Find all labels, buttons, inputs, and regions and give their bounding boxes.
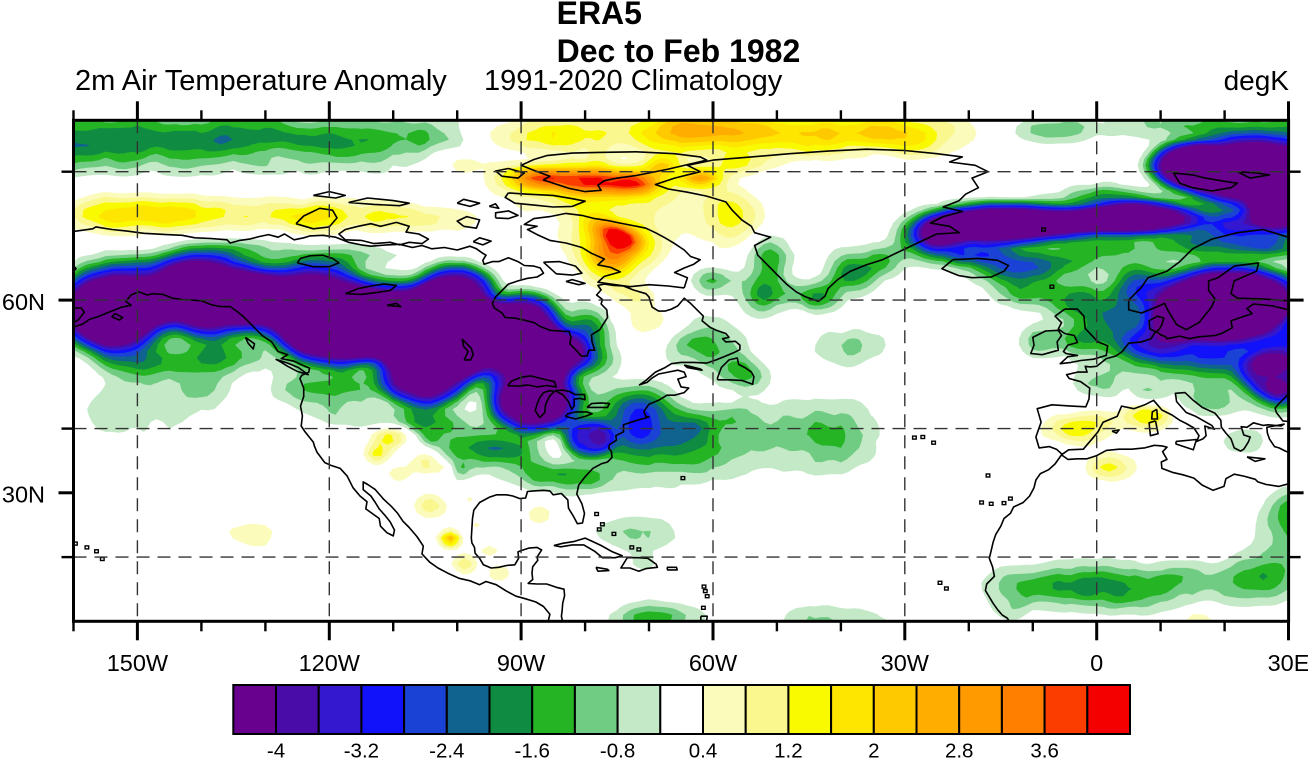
svg-text:degK: degK (1224, 65, 1290, 96)
svg-text:30E: 30E (1268, 650, 1308, 676)
svg-text:Dec to Feb 1982: Dec to Feb 1982 (557, 33, 801, 69)
svg-text:2m Air Temperature Anomaly: 2m Air Temperature Anomaly (75, 65, 447, 97)
svg-text:-0.8: -0.8 (600, 740, 635, 763)
svg-text:-1.6: -1.6 (515, 740, 550, 763)
svg-text:2.8: 2.8 (945, 740, 974, 763)
svg-text:30N: 30N (2, 481, 45, 507)
svg-text:-2.4: -2.4 (429, 740, 464, 763)
svg-text:ERA5: ERA5 (557, 0, 642, 31)
svg-text:2: 2 (868, 740, 879, 763)
svg-text:30W: 30W (881, 650, 930, 676)
svg-text:3.6: 3.6 (1030, 740, 1059, 763)
svg-text:150W: 150W (107, 650, 169, 676)
svg-text:1991-2020 Climatology: 1991-2020 Climatology (484, 65, 783, 97)
svg-text:90W: 90W (497, 650, 546, 676)
svg-text:60N: 60N (2, 289, 45, 315)
svg-text:0.4: 0.4 (689, 740, 718, 763)
svg-text:1.2: 1.2 (774, 740, 803, 763)
svg-text:-4: -4 (267, 740, 285, 763)
svg-text:60W: 60W (689, 650, 738, 676)
svg-text:0: 0 (1090, 650, 1103, 676)
svg-text:120W: 120W (299, 650, 361, 676)
svg-text:-3.2: -3.2 (344, 740, 379, 763)
